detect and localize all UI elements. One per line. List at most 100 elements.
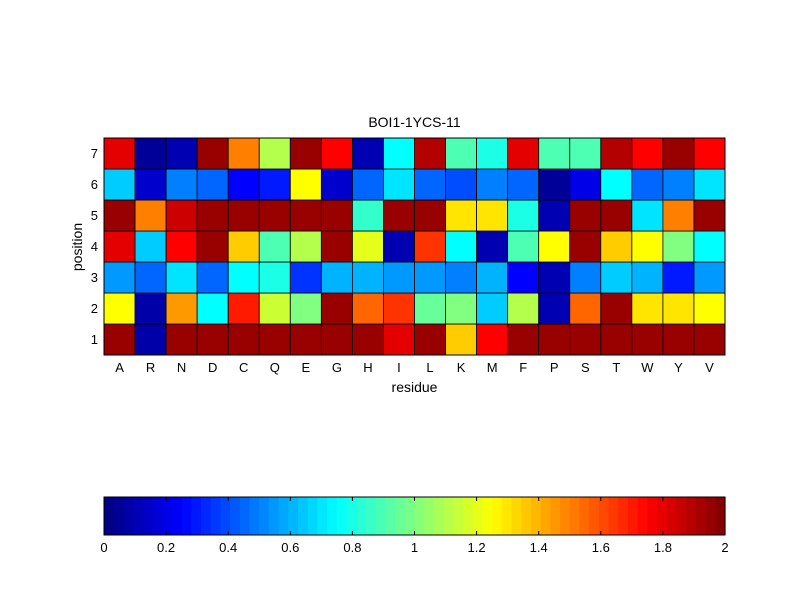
heatmap-cell-R-4 bbox=[134, 230, 167, 263]
heatmap-cell-L-7 bbox=[414, 137, 446, 170]
heatmap-cell-G-6 bbox=[320, 168, 353, 201]
heatmap-cell-N-3 bbox=[165, 261, 198, 294]
colorbar-swatch bbox=[259, 497, 270, 535]
heatmap-cell-R-3 bbox=[134, 261, 167, 294]
heatmap-cell-D-7 bbox=[196, 137, 229, 170]
heatmap-cell-C-6 bbox=[227, 168, 260, 201]
heatmap-cell-W-1 bbox=[631, 323, 664, 356]
x-tick-label-V: V bbox=[705, 360, 714, 375]
heatmap-cell-D-6 bbox=[196, 168, 229, 201]
colorbar-swatch bbox=[404, 497, 416, 535]
heatmap-cells bbox=[103, 137, 726, 356]
colorbar-swatch bbox=[142, 497, 154, 535]
heatmap-cell-W-7 bbox=[631, 137, 664, 170]
heatmap-cell-P-3 bbox=[538, 261, 571, 294]
heatmap-cell-G-1 bbox=[320, 323, 353, 356]
heatmap-cell-Y-7 bbox=[662, 137, 695, 170]
heatmap-cell-F-7 bbox=[507, 137, 540, 170]
heatmap-cell-A-6 bbox=[103, 168, 136, 201]
heatmap-cell-R-2 bbox=[134, 292, 167, 325]
heatmap-cell-Y-5 bbox=[662, 199, 695, 232]
colorbar-swatch bbox=[540, 497, 551, 535]
colorbar-swatch bbox=[395, 497, 406, 535]
heatmap-cell-V-3 bbox=[693, 261, 726, 294]
heatmap-cell-I-5 bbox=[383, 199, 415, 232]
heatmap-cell-I-7 bbox=[383, 137, 415, 170]
heatmap-cell-G-2 bbox=[320, 292, 353, 325]
heatmap-cell-Q-1 bbox=[258, 323, 291, 356]
colorbar-tick-labels: 0 0.2 0.4 0.6 0.8 1 1.2 1.4 1.6 1.8 2 bbox=[100, 497, 729, 555]
colorbar-tick-label-0.8: 0.8 bbox=[343, 540, 361, 555]
colorbar-swatch bbox=[307, 497, 319, 535]
heatmap-cell-G-3 bbox=[320, 261, 353, 294]
colorbar-swatch bbox=[695, 497, 707, 535]
colorbar-tick-label-0.2: 0.2 bbox=[157, 540, 175, 555]
colorbar-tick-label-0.4: 0.4 bbox=[219, 540, 237, 555]
heatmap-cell-Q-6 bbox=[258, 168, 291, 201]
heatmap-cell-T-3 bbox=[600, 261, 633, 294]
heatmap-cell-M-7 bbox=[476, 137, 509, 170]
colorbar-swatch bbox=[472, 497, 484, 535]
heatmap-cell-K-6 bbox=[445, 168, 477, 201]
colorbar-swatch bbox=[210, 497, 222, 535]
x-tick-label-R: R bbox=[146, 360, 155, 375]
heatmap-cell-Y-4 bbox=[662, 230, 695, 263]
heatmap-cell-I-2 bbox=[383, 292, 415, 325]
colorbar-tick-label-1.4: 1.4 bbox=[530, 540, 548, 555]
heatmap-cell-F-6 bbox=[507, 168, 540, 201]
colorbar-swatch bbox=[123, 497, 134, 535]
y-tick-label-2: 2 bbox=[91, 301, 98, 316]
heatmap-cell-N-6 bbox=[165, 168, 198, 201]
heatmap-cell-Q-3 bbox=[258, 261, 291, 294]
heatmap-cell-A-3 bbox=[103, 261, 136, 294]
heatmap-cell-L-2 bbox=[414, 292, 446, 325]
x-tick-label-C: C bbox=[239, 360, 248, 375]
colorbar-swatch bbox=[715, 497, 726, 535]
heatmap-cell-P-4 bbox=[538, 230, 571, 263]
heatmap-cell-K-2 bbox=[445, 292, 477, 325]
x-tick-label-I: I bbox=[397, 360, 401, 375]
colorbar-swatch bbox=[657, 497, 668, 535]
colorbar-swatch bbox=[317, 497, 328, 535]
heatmap-cell-Y-2 bbox=[662, 292, 695, 325]
colorbar-tick-label-1.8: 1.8 bbox=[654, 540, 672, 555]
heatmap-cell-T-6 bbox=[600, 168, 633, 201]
y-tick-label-4: 4 bbox=[91, 239, 98, 254]
colorbar-swatch bbox=[356, 497, 367, 535]
heatmap-cell-R-1 bbox=[134, 323, 167, 356]
heatmap-cell-M-3 bbox=[476, 261, 509, 294]
heatmap-cell-V-7 bbox=[693, 137, 726, 170]
heatmap-cell-P-7 bbox=[538, 137, 571, 170]
heatmap-cell-D-1 bbox=[196, 323, 229, 356]
heatmap-cell-M-1 bbox=[476, 323, 509, 356]
heatmap-cell-F-2 bbox=[507, 292, 540, 325]
heatmap-cell-W-5 bbox=[631, 199, 664, 232]
colorbar-swatch bbox=[249, 497, 260, 535]
x-tick-label-K: K bbox=[457, 360, 466, 375]
heatmap-cell-R-7 bbox=[134, 137, 167, 170]
colorbar-swatch bbox=[414, 497, 425, 535]
heatmap-cell-W-4 bbox=[631, 230, 664, 263]
heatmap-cell-K-1 bbox=[445, 323, 477, 356]
heatmap-cell-Y-1 bbox=[662, 323, 695, 356]
colorbar-swatch bbox=[433, 497, 445, 535]
colorbar-swatch bbox=[598, 497, 610, 535]
colorbar-swatch bbox=[618, 497, 629, 535]
x-tick-label-Y: Y bbox=[674, 360, 683, 375]
heatmap-cell-F-3 bbox=[507, 261, 540, 294]
heatmap-cell-E-4 bbox=[289, 230, 322, 263]
heatmap-cell-K-5 bbox=[445, 199, 477, 232]
colorbar-swatch bbox=[482, 497, 493, 535]
colorbar-swatch bbox=[162, 497, 173, 535]
colorbar-swatch bbox=[686, 497, 697, 535]
heatmap-cell-N-7 bbox=[165, 137, 198, 170]
heatmap-cell-T-2 bbox=[600, 292, 633, 325]
colorbar-swatch bbox=[346, 497, 357, 535]
heatmap-cell-Y-3 bbox=[662, 261, 695, 294]
heatmap-cell-F-1 bbox=[507, 323, 540, 356]
heatmap-cell-R-6 bbox=[134, 168, 167, 201]
heatmap-cell-C-4 bbox=[227, 230, 260, 263]
x-tick-label-S: S bbox=[581, 360, 590, 375]
heatmap-cell-F-4 bbox=[507, 230, 540, 263]
heatmap-cell-I-3 bbox=[383, 261, 415, 294]
